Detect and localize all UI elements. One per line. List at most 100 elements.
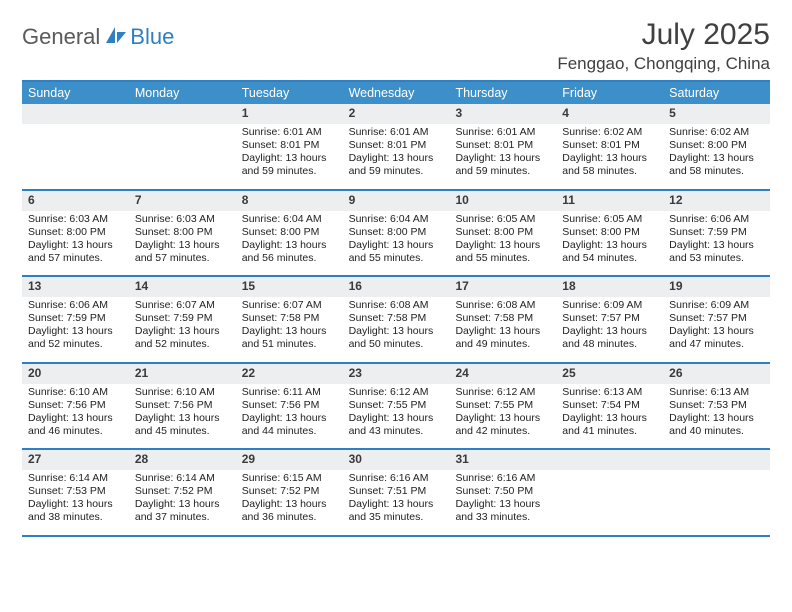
- day-cell: 13Sunrise: 6:06 AMSunset: 7:59 PMDayligh…: [22, 277, 129, 362]
- day-cell-empty: [663, 450, 770, 535]
- sunrise-line: Sunrise: 6:08 AM: [455, 299, 550, 312]
- sunrise-line: Sunrise: 6:09 AM: [669, 299, 764, 312]
- sunrise-line: Sunrise: 6:03 AM: [28, 213, 123, 226]
- day-body: Sunrise: 6:15 AMSunset: 7:52 PMDaylight:…: [236, 470, 343, 535]
- day-number: 20: [22, 364, 129, 384]
- daylight-line: Daylight: 13 hours and 56 minutes.: [242, 239, 337, 265]
- day-body: Sunrise: 6:02 AMSunset: 8:01 PMDaylight:…: [556, 124, 663, 189]
- day-number: 18: [556, 277, 663, 297]
- daylight-line: Daylight: 13 hours and 59 minutes.: [455, 152, 550, 178]
- dow-row: SundayMondayTuesdayWednesdayThursdayFrid…: [22, 82, 770, 104]
- title-block: July 2025 Fenggao, Chongqing, China: [557, 18, 770, 74]
- daylight-line: Daylight: 13 hours and 59 minutes.: [349, 152, 444, 178]
- sunset-line: Sunset: 8:01 PM: [242, 139, 337, 152]
- sunset-line: Sunset: 7:58 PM: [242, 312, 337, 325]
- header: General Blue July 2025 Fenggao, Chongqin…: [22, 18, 770, 74]
- sunset-line: Sunset: 7:58 PM: [455, 312, 550, 325]
- daylight-line: Daylight: 13 hours and 41 minutes.: [562, 412, 657, 438]
- day-number: 21: [129, 364, 236, 384]
- sunset-line: Sunset: 8:00 PM: [135, 226, 230, 239]
- sunrise-line: Sunrise: 6:02 AM: [562, 126, 657, 139]
- week-row: 27Sunrise: 6:14 AMSunset: 7:53 PMDayligh…: [22, 450, 770, 537]
- sunset-line: Sunset: 7:59 PM: [28, 312, 123, 325]
- day-number: 4: [556, 104, 663, 124]
- day-number: 10: [449, 191, 556, 211]
- daylight-line: Daylight: 13 hours and 51 minutes.: [242, 325, 337, 351]
- sunrise-line: Sunrise: 6:14 AM: [135, 472, 230, 485]
- dow-wednesday: Wednesday: [343, 82, 450, 104]
- sunrise-line: Sunrise: 6:16 AM: [349, 472, 444, 485]
- sunset-line: Sunset: 7:56 PM: [135, 399, 230, 412]
- day-body: Sunrise: 6:07 AMSunset: 7:58 PMDaylight:…: [236, 297, 343, 362]
- day-body: Sunrise: 6:04 AMSunset: 8:00 PMDaylight:…: [343, 211, 450, 276]
- daylight-line: Daylight: 13 hours and 35 minutes.: [349, 498, 444, 524]
- day-body: Sunrise: 6:01 AMSunset: 8:01 PMDaylight:…: [449, 124, 556, 189]
- day-body: Sunrise: 6:13 AMSunset: 7:53 PMDaylight:…: [663, 384, 770, 449]
- day-cell: 23Sunrise: 6:12 AMSunset: 7:55 PMDayligh…: [343, 364, 450, 449]
- day-number: 19: [663, 277, 770, 297]
- sunset-line: Sunset: 8:01 PM: [455, 139, 550, 152]
- dow-sunday: Sunday: [22, 82, 129, 104]
- month-title: July 2025: [557, 18, 770, 52]
- day-body: Sunrise: 6:05 AMSunset: 8:00 PMDaylight:…: [449, 211, 556, 276]
- day-number: 15: [236, 277, 343, 297]
- sunset-line: Sunset: 8:00 PM: [242, 226, 337, 239]
- day-cell: 7Sunrise: 6:03 AMSunset: 8:00 PMDaylight…: [129, 191, 236, 276]
- day-body: Sunrise: 6:16 AMSunset: 7:50 PMDaylight:…: [449, 470, 556, 535]
- day-body: Sunrise: 6:14 AMSunset: 7:52 PMDaylight:…: [129, 470, 236, 535]
- day-body: Sunrise: 6:06 AMSunset: 7:59 PMDaylight:…: [22, 297, 129, 362]
- dow-friday: Friday: [556, 82, 663, 104]
- daylight-line: Daylight: 13 hours and 44 minutes.: [242, 412, 337, 438]
- dow-thursday: Thursday: [449, 82, 556, 104]
- day-cell-empty: [22, 104, 129, 189]
- day-cell: 29Sunrise: 6:15 AMSunset: 7:52 PMDayligh…: [236, 450, 343, 535]
- sunset-line: Sunset: 7:53 PM: [28, 485, 123, 498]
- sunrise-line: Sunrise: 6:13 AM: [562, 386, 657, 399]
- daylight-line: Daylight: 13 hours and 55 minutes.: [349, 239, 444, 265]
- logo-sail-icon: [104, 25, 128, 50]
- day-cell: 27Sunrise: 6:14 AMSunset: 7:53 PMDayligh…: [22, 450, 129, 535]
- day-body: Sunrise: 6:09 AMSunset: 7:57 PMDaylight:…: [556, 297, 663, 362]
- daylight-line: Daylight: 13 hours and 48 minutes.: [562, 325, 657, 351]
- day-number: [22, 104, 129, 124]
- day-cell: 31Sunrise: 6:16 AMSunset: 7:50 PMDayligh…: [449, 450, 556, 535]
- sunset-line: Sunset: 7:58 PM: [349, 312, 444, 325]
- day-cell-empty: [129, 104, 236, 189]
- daylight-line: Daylight: 13 hours and 52 minutes.: [28, 325, 123, 351]
- day-cell: 4Sunrise: 6:02 AMSunset: 8:01 PMDaylight…: [556, 104, 663, 189]
- daylight-line: Daylight: 13 hours and 58 minutes.: [669, 152, 764, 178]
- calendar: SundayMondayTuesdayWednesdayThursdayFrid…: [22, 80, 770, 537]
- sunset-line: Sunset: 7:54 PM: [562, 399, 657, 412]
- weeks-container: 1Sunrise: 6:01 AMSunset: 8:01 PMDaylight…: [22, 104, 770, 537]
- day-cell: 5Sunrise: 6:02 AMSunset: 8:00 PMDaylight…: [663, 104, 770, 189]
- location: Fenggao, Chongqing, China: [557, 54, 770, 74]
- day-body: Sunrise: 6:10 AMSunset: 7:56 PMDaylight:…: [129, 384, 236, 449]
- day-cell: 14Sunrise: 6:07 AMSunset: 7:59 PMDayligh…: [129, 277, 236, 362]
- day-body: Sunrise: 6:04 AMSunset: 8:00 PMDaylight:…: [236, 211, 343, 276]
- sunset-line: Sunset: 8:00 PM: [28, 226, 123, 239]
- day-body: Sunrise: 6:02 AMSunset: 8:00 PMDaylight:…: [663, 124, 770, 189]
- day-cell: 12Sunrise: 6:06 AMSunset: 7:59 PMDayligh…: [663, 191, 770, 276]
- sunrise-line: Sunrise: 6:06 AM: [28, 299, 123, 312]
- day-number: 6: [22, 191, 129, 211]
- sunset-line: Sunset: 7:53 PM: [669, 399, 764, 412]
- day-body: Sunrise: 6:09 AMSunset: 7:57 PMDaylight:…: [663, 297, 770, 362]
- day-cell: 1Sunrise: 6:01 AMSunset: 8:01 PMDaylight…: [236, 104, 343, 189]
- daylight-line: Daylight: 13 hours and 38 minutes.: [28, 498, 123, 524]
- day-number: 9: [343, 191, 450, 211]
- day-cell: 3Sunrise: 6:01 AMSunset: 8:01 PMDaylight…: [449, 104, 556, 189]
- day-number: 12: [663, 191, 770, 211]
- daylight-line: Daylight: 13 hours and 46 minutes.: [28, 412, 123, 438]
- day-number: 13: [22, 277, 129, 297]
- sunset-line: Sunset: 7:56 PM: [242, 399, 337, 412]
- day-body: Sunrise: 6:16 AMSunset: 7:51 PMDaylight:…: [343, 470, 450, 535]
- sunrise-line: Sunrise: 6:08 AM: [349, 299, 444, 312]
- sunset-line: Sunset: 7:56 PM: [28, 399, 123, 412]
- sunrise-line: Sunrise: 6:03 AM: [135, 213, 230, 226]
- day-body: Sunrise: 6:12 AMSunset: 7:55 PMDaylight:…: [343, 384, 450, 449]
- day-body: Sunrise: 6:10 AMSunset: 7:56 PMDaylight:…: [22, 384, 129, 449]
- day-number: 7: [129, 191, 236, 211]
- sunrise-line: Sunrise: 6:10 AM: [28, 386, 123, 399]
- sunrise-line: Sunrise: 6:05 AM: [455, 213, 550, 226]
- sunrise-line: Sunrise: 6:10 AM: [135, 386, 230, 399]
